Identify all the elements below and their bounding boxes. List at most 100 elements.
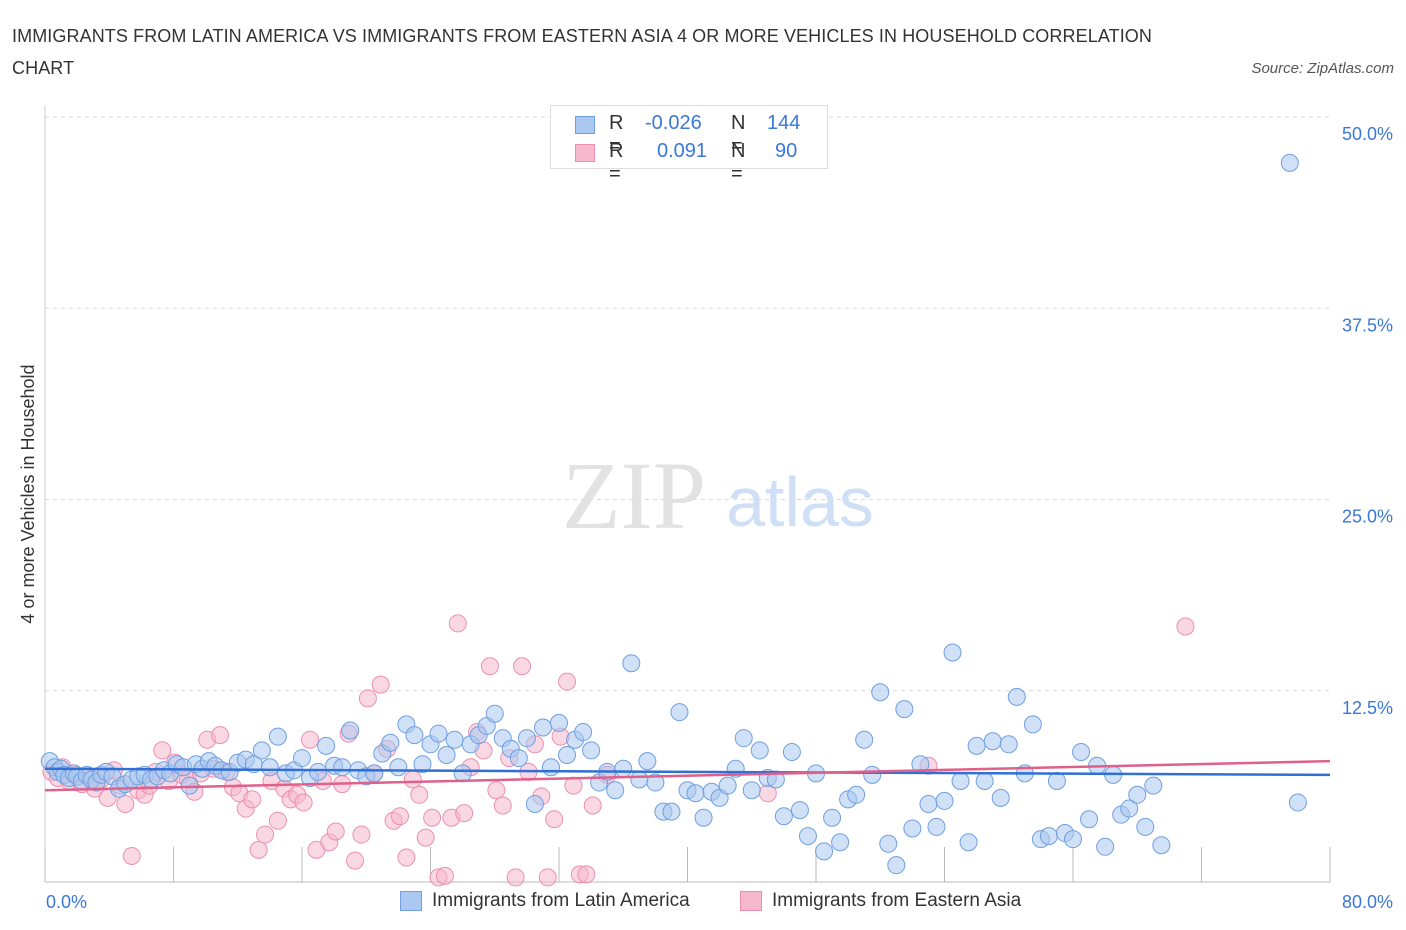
eastern-asia-trend-line bbox=[44, 759, 1331, 792]
eastern-asia-point bbox=[358, 689, 377, 708]
legend-r-value: 0.091 bbox=[657, 140, 708, 162]
latin-america-point bbox=[662, 802, 681, 821]
eastern-asia-point bbox=[116, 794, 135, 813]
eastern-asia-point bbox=[423, 808, 442, 827]
eastern-asia-point bbox=[256, 825, 275, 844]
latin-america-point bbox=[782, 742, 801, 761]
latin-america-point bbox=[983, 732, 1002, 751]
latin-america-point bbox=[541, 758, 560, 777]
latin-america-point bbox=[1288, 793, 1307, 812]
eastern-asia-point bbox=[545, 810, 564, 829]
latin-america-point bbox=[823, 808, 842, 827]
latin-america-point bbox=[1007, 687, 1026, 706]
latin-america-point bbox=[638, 752, 657, 771]
eastern-asia-point bbox=[403, 770, 422, 789]
eastern-asia-point bbox=[493, 796, 512, 815]
latin-america-point bbox=[574, 723, 593, 742]
latin-america-point bbox=[927, 817, 946, 836]
eastern-asia-point bbox=[122, 846, 141, 865]
eastern-asia-point bbox=[448, 614, 467, 633]
latin-america-point bbox=[1064, 830, 1082, 849]
watermark-zip: ZIP bbox=[562, 442, 706, 549]
latin-america-point bbox=[1136, 817, 1155, 836]
latin-america-point bbox=[445, 730, 464, 749]
latin-america-point bbox=[582, 741, 601, 760]
bottom-legend-swatch-pink bbox=[740, 891, 762, 911]
latin-america-point bbox=[333, 758, 352, 777]
latin-america-point bbox=[855, 730, 874, 749]
y-axis-label: 4 or more Vehicles in Household bbox=[18, 364, 38, 623]
latin-america-point bbox=[429, 724, 448, 743]
latin-america-point bbox=[293, 749, 311, 768]
latin-america-point bbox=[718, 776, 737, 795]
latin-america-point bbox=[831, 833, 850, 852]
eastern-asia-point bbox=[564, 776, 583, 795]
chart-title: IMMIGRANTS FROM LATIN AMERICA VS IMMIGRA… bbox=[12, 26, 1152, 78]
eastern-asia-point bbox=[301, 730, 320, 749]
eastern-asia-point bbox=[153, 741, 172, 760]
latin-america-point bbox=[935, 791, 954, 810]
latin-america-point bbox=[1280, 153, 1299, 172]
latin-america-point bbox=[1080, 810, 1099, 829]
latin-america-point bbox=[268, 727, 287, 746]
latin-america-point bbox=[903, 819, 922, 838]
eastern-asia-point bbox=[410, 785, 429, 804]
latin-america-point bbox=[670, 703, 689, 722]
x-tick-label-min: 0.0% bbox=[46, 892, 87, 912]
eastern-asia-point bbox=[397, 848, 416, 867]
latin-america-point bbox=[847, 785, 866, 804]
eastern-asia-point bbox=[506, 868, 525, 887]
eastern-asia-point bbox=[268, 811, 287, 830]
eastern-asia-point bbox=[538, 868, 557, 887]
latin-america-point bbox=[1023, 715, 1042, 734]
latin-america-point bbox=[919, 794, 938, 813]
latin-america-point bbox=[614, 759, 633, 778]
latin-america-point bbox=[365, 764, 384, 783]
latin-america-point bbox=[1096, 837, 1115, 856]
latin-america-point bbox=[1120, 799, 1139, 818]
eastern-asia-point bbox=[480, 657, 499, 676]
latin-america-point bbox=[1072, 742, 1091, 761]
legend-n-value: 144 bbox=[767, 112, 801, 134]
latin-america-point bbox=[517, 729, 536, 748]
latin-america-point bbox=[895, 700, 914, 719]
eastern-asia-point bbox=[390, 807, 409, 826]
legend-swatch-blue bbox=[575, 116, 595, 134]
eastern-asia-point bbox=[371, 675, 390, 694]
latin-america-point bbox=[558, 746, 577, 765]
latin-america-point bbox=[606, 781, 625, 800]
latin-america-point bbox=[437, 746, 456, 765]
latin-america-point bbox=[774, 807, 793, 826]
latin-america-point bbox=[863, 765, 882, 784]
latin-america-point bbox=[967, 736, 986, 755]
latin-america-trend-line bbox=[44, 767, 1331, 777]
latin-america-point bbox=[742, 781, 761, 800]
latin-america-point bbox=[1128, 785, 1147, 804]
eastern-asia-point bbox=[249, 840, 268, 859]
y-tick-labels: 12.5% 25.0% 37.5% 50.0% bbox=[1342, 124, 1393, 718]
source-note: Source: ZipAtlas.com bbox=[1251, 60, 1394, 77]
eastern-asia-point bbox=[294, 793, 313, 812]
y-tick-label: 12.5% bbox=[1342, 698, 1393, 718]
eastern-asia-point bbox=[577, 865, 596, 884]
eastern-asia-point bbox=[487, 781, 506, 800]
bottom-legend-label: Immigrants from Latin America bbox=[432, 890, 690, 911]
axes bbox=[44, 105, 1331, 883]
latin-america-point bbox=[943, 643, 962, 662]
latin-america-point bbox=[630, 770, 649, 789]
eastern-asia-point bbox=[558, 672, 577, 691]
eastern-asia-point bbox=[326, 822, 345, 841]
latin-america-point bbox=[509, 749, 528, 768]
latin-america-point bbox=[1039, 827, 1058, 846]
latin-america-point bbox=[1144, 776, 1163, 795]
latin-america-point bbox=[389, 758, 408, 777]
latin-america-point bbox=[798, 827, 817, 846]
latin-america-point bbox=[1152, 836, 1171, 855]
latin-america-point bbox=[646, 773, 665, 792]
legend-r-label: R = bbox=[609, 140, 624, 185]
eastern-asia-point bbox=[243, 790, 262, 809]
eastern-asia-point bbox=[435, 866, 454, 885]
latin-america-point bbox=[887, 856, 906, 875]
latin-america-point bbox=[622, 654, 641, 673]
